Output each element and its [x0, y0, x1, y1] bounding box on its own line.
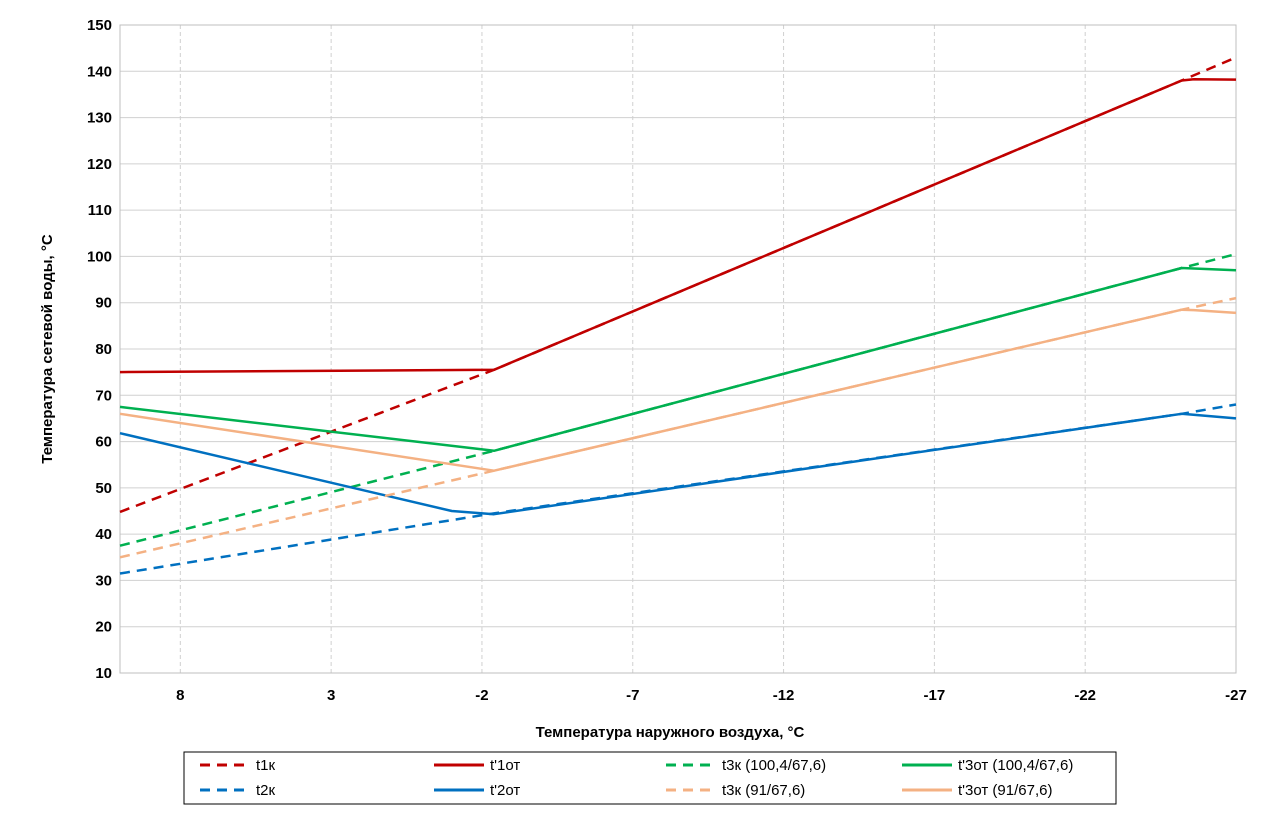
y-axis-title: Температура сетевой воды, °С: [39, 234, 56, 464]
series-line-7: [119, 308, 1237, 472]
y-tick-label: 120: [87, 156, 112, 173]
x-axis-title: Температура наружного воздуха, °С: [536, 724, 805, 741]
y-tick-label: 30: [95, 572, 112, 589]
series-line-1: [119, 77, 1237, 374]
legend: t1к t'1от t3к (100,4/67,6) t'3от (100,4/67,…: [183, 751, 1117, 805]
x-tick-label: 3: [327, 687, 335, 704]
legend-label-1: t'1от: [490, 757, 520, 774]
tick-labels: 10 20 30 40 50 60 70 80 90 100 110 120 130 140 150 8 3 -2…: [87, 17, 1247, 704]
series-line-2: [119, 252, 1237, 547]
legend-label-5: t'2от: [490, 782, 520, 799]
series-line-3: [119, 266, 1237, 453]
legend-label-0: t1к: [256, 757, 276, 774]
x-tick-label: -17: [924, 687, 946, 704]
y-tick-label: 90: [95, 295, 112, 312]
axes: [119, 24, 1237, 674]
legend-label-2: t3к (100,4/67,6): [722, 757, 826, 774]
x-tick-label: -7: [626, 687, 639, 704]
y-tick-label: 130: [87, 110, 112, 127]
x-tick-label: -12: [773, 687, 795, 704]
y-tick-label: 60: [95, 434, 112, 451]
legend-box: [183, 751, 1117, 805]
y-tick-label: 140: [87, 63, 112, 80]
x-tick-label: -2: [475, 687, 488, 704]
x-tick-label: 8: [176, 687, 184, 704]
legend-label-7: t'3от (91/67,6): [958, 782, 1052, 799]
y-tick-label: 20: [95, 619, 112, 636]
y-tick-label: 10: [95, 665, 112, 682]
y-tick-label: 80: [95, 341, 112, 358]
legend-label-4: t2к: [256, 782, 276, 799]
legend-label-6: t3к (91/67,6): [722, 782, 805, 799]
plot-area-border: [119, 24, 1237, 674]
y-tick-label: 100: [87, 248, 112, 265]
series-line-4: [119, 403, 1237, 575]
y-tick-label: 70: [95, 387, 112, 404]
y-tick-label: 50: [95, 480, 112, 497]
y-tick-label: 40: [95, 526, 112, 543]
legend-label-3: t'3от (100,4/67,6): [958, 757, 1073, 774]
y-tick-label: 110: [88, 202, 112, 219]
y-tick-label: 150: [87, 17, 112, 34]
x-tick-label: -27: [1225, 687, 1247, 704]
series-line-5: [119, 412, 1237, 516]
series-layer: [119, 56, 1237, 575]
x-tick-label: -22: [1074, 687, 1096, 704]
